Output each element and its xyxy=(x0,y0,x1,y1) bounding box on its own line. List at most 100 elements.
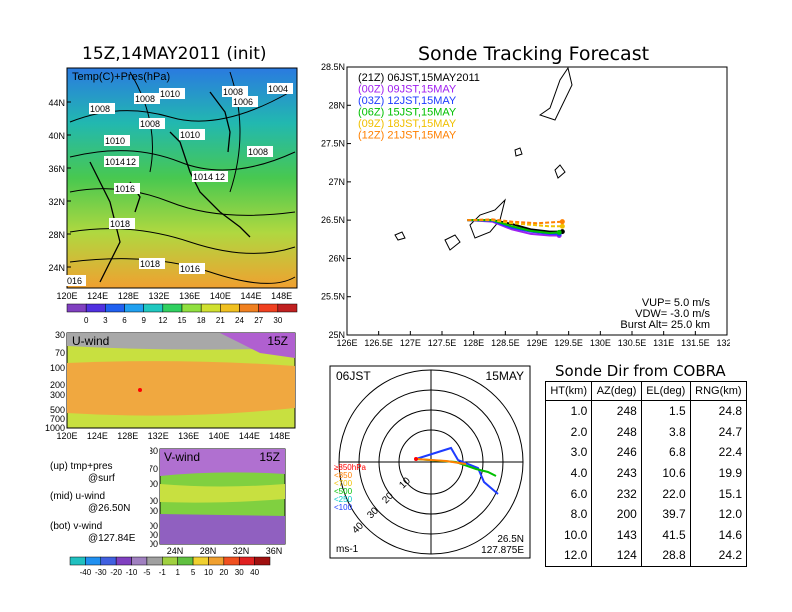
table-cell: 22.4 xyxy=(689,442,748,463)
wind-colorbar-tick: -10 xyxy=(126,568,138,577)
pressure-label: 1006 xyxy=(233,97,253,107)
map-lat-tick: 44N xyxy=(48,98,65,108)
u-wind-lon-tick: 148E xyxy=(269,431,290,441)
u-wind-lon-tick: 120E xyxy=(56,431,77,441)
table-cell: 24.2 xyxy=(689,545,748,567)
colorbar-tick: 21 xyxy=(216,316,225,325)
colorbar-cell xyxy=(143,303,164,313)
cobra-table: HT(km) AZ(deg) EL(deg) RNG(km) 1.0 248 1.5 24.… xyxy=(544,381,748,567)
v-wind-label: V-wind xyxy=(164,450,200,464)
track-lon-tick: 127E xyxy=(400,338,421,348)
track-lat-tick: 26N xyxy=(328,253,345,263)
table-cell: 12.0 xyxy=(544,545,593,567)
v-wind-p-tick: 300 xyxy=(150,506,158,516)
track-lat-tick: 25N xyxy=(328,330,345,340)
side-legend-bot-level: @127.84E xyxy=(88,533,136,544)
side-legend-bot: (bot) v-wind xyxy=(50,521,103,532)
track-endpoint xyxy=(559,219,565,225)
u-wind-lon-tick: 132E xyxy=(148,431,169,441)
u-wind-lon-tick: 128E xyxy=(117,431,138,441)
colorbar-tick: 15 xyxy=(178,316,187,325)
track-lon-tick: 131E xyxy=(653,338,674,348)
track-legend-entry: (00Z) 09JST,15MAY xyxy=(358,84,457,96)
wind-colorbar-tick: 1 xyxy=(175,568,180,577)
wind-colorbar-cell xyxy=(69,556,86,566)
colorbar-cell xyxy=(124,303,144,313)
pressure-label: 1018 xyxy=(140,259,160,269)
table-cell: 10.0 xyxy=(544,524,593,546)
table-cell: 22.0 xyxy=(640,483,691,504)
table-row: 10.0 143 41.5 14.6 xyxy=(544,524,748,546)
v-wind-lat-tick: 24N xyxy=(167,546,184,556)
pressure-label: 12 xyxy=(126,157,136,167)
colorbar-cell xyxy=(200,303,221,313)
wind-colorbar-cell xyxy=(162,556,178,566)
wind-colorbar-cell xyxy=(254,556,271,566)
wind-hodograph-blue xyxy=(415,446,499,495)
u-wind-lon-tick: 124E xyxy=(87,431,108,441)
wind-colorbar-tick: -40 xyxy=(80,568,92,577)
polar-date: 15MAY xyxy=(486,369,524,383)
wind-colorbar-cell xyxy=(238,556,255,566)
colorbar-tick: 18 xyxy=(197,316,206,325)
table-cell: 1.0 xyxy=(544,400,593,422)
pressure-label: 1016 xyxy=(115,184,135,194)
table-cell: 3.0 xyxy=(544,442,593,463)
table-cell: 24.8 xyxy=(689,400,748,422)
track-legend-entry: (12Z) 21JST,15MAY xyxy=(358,130,457,142)
track-lon-tick: 132E xyxy=(716,338,730,348)
track-lat-tick: 28N xyxy=(328,100,345,110)
layer-legend-entry: <250 xyxy=(334,495,353,504)
u-wind-p-tick: 30 xyxy=(55,330,65,340)
pressure-label: 1008 xyxy=(248,147,268,157)
colorbar-tick: 27 xyxy=(254,316,263,325)
left-title: 15Z,14MAY2011 (init) xyxy=(82,44,267,64)
v-wind-lat-ticks: 24N 28N 32N 36N xyxy=(167,546,283,556)
isobar-contours xyxy=(69,71,296,284)
v-wind-lat-tick: 32N xyxy=(233,546,250,556)
wind-colorbar-tick: 10 xyxy=(204,568,213,577)
v-wind-time: 15Z xyxy=(259,450,280,464)
island-coastlines xyxy=(394,66,573,251)
colorbar-tick: 3 xyxy=(103,316,108,325)
pressure-label: 1018 xyxy=(110,219,130,229)
table-cell: 39.7 xyxy=(640,503,691,525)
side-legend-mid-level: @26.50N xyxy=(88,503,131,514)
u-wind-p-tick: 200 xyxy=(50,380,65,390)
pressure-label: 1008 xyxy=(140,119,160,129)
table-cell: 6.8 xyxy=(640,442,691,463)
map-lon-tick: 124E xyxy=(87,291,108,301)
track-lon-tick: 130.5E xyxy=(618,338,647,348)
cobra-header: EL(deg) xyxy=(640,381,691,401)
wind-colorbar-tick: -30 xyxy=(95,568,107,577)
table-cell: 248 xyxy=(591,421,642,443)
u-wind-p-tick: 700 xyxy=(50,414,65,424)
wind-colorbar-tick: 40 xyxy=(250,568,259,577)
wind-colorbar-cell xyxy=(177,556,194,566)
cobra-title: Sonde Dir from COBRA xyxy=(555,362,726,380)
table-row: 2.0 248 3.8 24.7 xyxy=(544,421,748,443)
temperature-pressure-map: Temp(C)+Pres(hPa) 1008 1008 1010 1008 1004 10… xyxy=(48,67,298,325)
vdw-text: VDW= -3.0 m/s xyxy=(635,308,710,320)
u-wind-lon-ticks: 120E 124E 128E 132E 136E 140E 144E 148E xyxy=(56,431,290,441)
layer-legend: ≥850hPa<850<700<500<250<100 xyxy=(334,463,367,512)
table-cell: 19.9 xyxy=(689,462,748,484)
v-wind-p-tick: 1000 xyxy=(150,539,158,549)
side-legend-mid: (mid) u-wind xyxy=(50,491,106,502)
table-cell: 232 xyxy=(591,483,642,504)
table-row: 1.0 248 1.5 24.8 xyxy=(544,400,748,422)
track-lon-ticks: 126E 126.5E 127E 127.5E 128E 128.5E 129E 129.5E… xyxy=(336,331,730,348)
track-lon-tick: 129E xyxy=(526,338,547,348)
u-wind-label: U-wind xyxy=(72,334,109,348)
table-cell: 10.6 xyxy=(640,462,691,484)
pressure-label: 12 xyxy=(215,172,225,182)
cobra-header: HT(km) xyxy=(544,381,593,401)
u-wind-p-tick: 1000 xyxy=(45,423,65,433)
map-lat-tick: 24N xyxy=(48,263,65,273)
table-row: 12.0 124 28.8 24.2 xyxy=(544,545,748,567)
pressure-label: 1010 xyxy=(180,130,200,140)
track-endpoint xyxy=(556,229,562,235)
colorbar-cell xyxy=(85,303,106,313)
wind-colorbar: -40 -30 -20 -10 -5 -1 1 5 10 20 30 40 xyxy=(69,556,271,577)
